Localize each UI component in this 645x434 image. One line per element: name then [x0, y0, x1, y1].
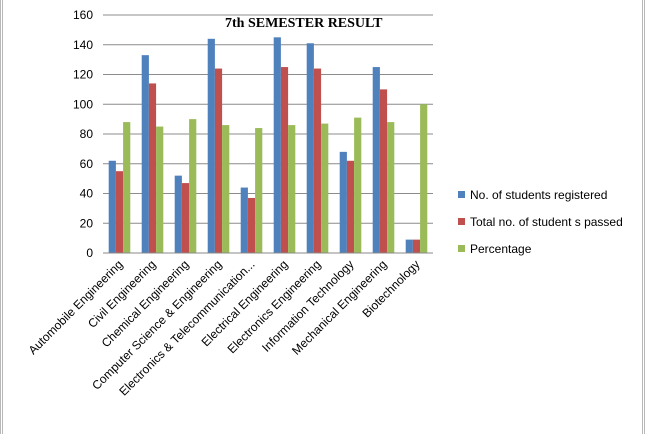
bars: [108, 37, 428, 254]
y-tick-label: 80: [80, 127, 94, 141]
bar: [321, 123, 329, 254]
bar: [207, 38, 215, 253]
bar: [306, 43, 314, 254]
bar: [412, 239, 421, 253]
bar: [214, 68, 223, 253]
bar: [222, 125, 230, 253]
bar: [372, 67, 380, 253]
legend-swatch: [458, 218, 465, 225]
legend-label: No. of students registered: [470, 188, 607, 202]
legend-label: Percentage: [470, 242, 532, 256]
bar: [156, 126, 164, 253]
bar: [387, 122, 395, 253]
bar: [108, 160, 116, 253]
bar: [288, 125, 296, 253]
bar: [354, 117, 362, 253]
y-axis-ticks: 0 20 40 60 80 100 120 140 160: [73, 8, 93, 260]
y-tick-label: 20: [80, 216, 94, 230]
y-tick-label: 0: [86, 246, 93, 260]
chart-title: 7th SEMESTER RESULT: [225, 16, 383, 31]
y-tick-label: 140: [73, 38, 93, 52]
bar: [189, 119, 197, 253]
bar: [313, 68, 322, 253]
y-tick-label: 120: [73, 68, 93, 82]
legend-swatch: [458, 191, 465, 198]
bar: [115, 171, 124, 253]
bar: [405, 239, 413, 253]
bar: [240, 187, 248, 253]
legend-swatch: [458, 245, 465, 252]
bar: [174, 175, 182, 253]
bar: [346, 160, 355, 253]
y-tick-label: 40: [80, 187, 94, 201]
bar: [420, 104, 428, 253]
legend: No. of students registered Total no. of s…: [458, 188, 623, 256]
bar: [123, 122, 131, 253]
y-tick-label: 160: [73, 8, 93, 22]
y-tick-label: 100: [73, 97, 93, 111]
bar: [273, 37, 281, 253]
bar-chart: 0 20 40 60 80 100 120 140 160 Automobile Enginee…: [26, 8, 623, 399]
bar: [148, 83, 157, 253]
bar: [379, 89, 388, 253]
bar: [181, 183, 190, 253]
bar: [255, 128, 263, 253]
bar: [339, 151, 347, 253]
bar: [141, 55, 149, 253]
bar: [280, 67, 289, 253]
bar: [247, 197, 256, 253]
legend-label: Total no. of student s passed: [470, 215, 623, 229]
y-tick-label: 60: [80, 157, 94, 171]
